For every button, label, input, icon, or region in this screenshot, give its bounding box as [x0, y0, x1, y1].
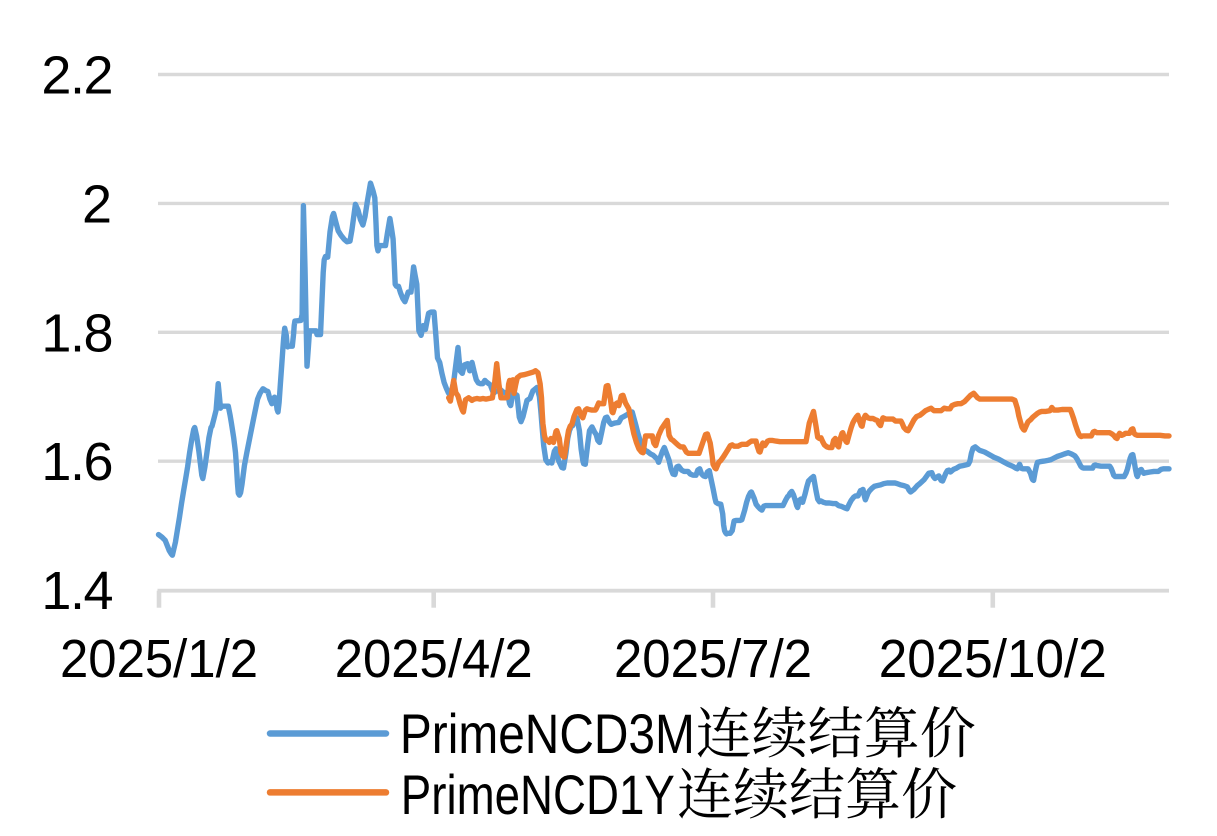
svg-text:2025/1/2: 2025/1/2: [60, 629, 258, 689]
svg-text:1.4: 1.4: [41, 561, 112, 621]
svg-text:1.8: 1.8: [41, 303, 112, 363]
svg-text:2.2: 2.2: [41, 46, 112, 106]
svg-text:2025/10/2: 2025/10/2: [879, 629, 1107, 689]
svg-text:PrimeNCD3M: PrimeNCD3M: [400, 702, 695, 765]
svg-text:2025/7/2: 2025/7/2: [614, 629, 812, 689]
svg-text:PrimeNCD1Y: PrimeNCD1Y: [401, 763, 675, 826]
svg-text:2025/4/2: 2025/4/2: [335, 629, 533, 689]
svg-text:1.6: 1.6: [41, 432, 112, 492]
svg-text:2: 2: [82, 174, 112, 234]
